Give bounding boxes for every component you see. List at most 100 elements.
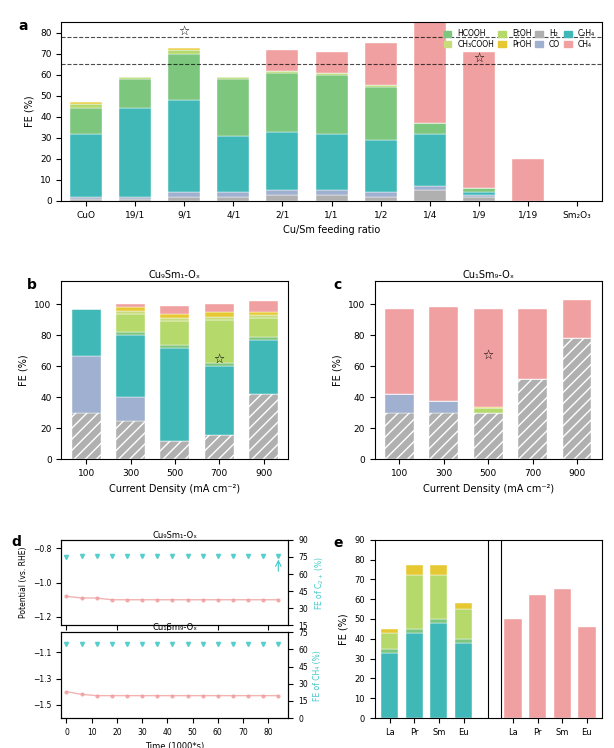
Bar <box>168 48 200 49</box>
Bar <box>365 85 397 88</box>
Bar <box>518 309 547 378</box>
Bar <box>249 340 278 394</box>
Bar <box>266 49 298 71</box>
Bar <box>474 413 503 459</box>
Bar <box>160 306 189 313</box>
Y-axis label: FE (%): FE (%) <box>25 96 34 127</box>
Bar <box>405 575 423 629</box>
Bar <box>217 135 249 192</box>
Bar <box>160 313 189 319</box>
Bar <box>414 186 446 190</box>
Bar <box>168 100 200 192</box>
Bar <box>217 192 249 197</box>
Bar <box>405 565 423 575</box>
Bar <box>249 337 278 340</box>
Title: Cu₁Sm₉-Oₓ: Cu₁Sm₉-Oₓ <box>462 270 515 280</box>
Bar <box>249 394 278 459</box>
Bar <box>463 192 495 194</box>
Bar <box>474 408 503 413</box>
Bar <box>72 355 101 413</box>
Bar <box>168 192 200 197</box>
Bar <box>429 400 458 413</box>
Bar <box>414 190 446 200</box>
Y-axis label: FE (%): FE (%) <box>19 355 29 386</box>
Bar <box>578 627 596 718</box>
Title: Cu₉Sm₁-Oₓ: Cu₉Sm₁-Oₓ <box>149 270 201 280</box>
Text: ☆: ☆ <box>179 25 190 38</box>
Bar <box>205 320 234 364</box>
Bar <box>381 653 398 718</box>
Bar <box>119 199 151 200</box>
Bar <box>455 639 472 643</box>
Bar <box>119 197 151 199</box>
Bar <box>168 49 200 54</box>
Bar <box>160 322 189 345</box>
Bar <box>463 197 495 200</box>
Text: b: b <box>28 278 37 292</box>
Y-axis label: FE (%): FE (%) <box>332 355 342 386</box>
Bar <box>72 309 101 355</box>
Text: ☆: ☆ <box>214 353 225 367</box>
Bar <box>474 407 503 408</box>
Bar <box>562 338 591 459</box>
Bar <box>385 413 414 459</box>
Bar <box>119 79 151 108</box>
Bar <box>405 633 423 718</box>
Bar <box>168 54 200 100</box>
Bar <box>414 22 446 123</box>
Bar <box>116 310 145 313</box>
Text: c: c <box>334 278 342 292</box>
Y-axis label: FE of C$_{2+}$ (%): FE of C$_{2+}$ (%) <box>314 556 326 610</box>
Bar <box>217 79 249 135</box>
Bar <box>455 643 472 718</box>
Bar <box>365 197 397 200</box>
Bar <box>430 565 448 575</box>
Bar <box>116 313 145 332</box>
Bar <box>385 394 414 413</box>
Bar <box>116 397 145 420</box>
X-axis label: Cu/Sm feeding ratio: Cu/Sm feeding ratio <box>283 225 380 235</box>
Bar <box>168 197 200 200</box>
Bar <box>119 77 151 79</box>
Legend: HCOOH, CH₃COOH, EtOH, PrOH, H₂, CO, C₂H₄, CH₄: HCOOH, CH₃COOH, EtOH, PrOH, H₂, CO, C₂H₄… <box>441 26 598 52</box>
Bar <box>205 312 234 316</box>
Bar <box>116 332 145 335</box>
Y-axis label: FE of CH₄ (%): FE of CH₄ (%) <box>314 650 322 701</box>
Bar <box>316 194 348 200</box>
Bar <box>266 71 298 73</box>
Bar <box>455 609 472 639</box>
Text: ☆: ☆ <box>473 52 484 65</box>
Bar <box>116 307 145 310</box>
Bar <box>72 413 101 459</box>
X-axis label: Current Density (mA cm⁻²): Current Density (mA cm⁻²) <box>109 484 241 494</box>
Bar <box>316 190 348 194</box>
Bar <box>381 633 398 649</box>
Bar <box>70 102 102 104</box>
Bar <box>430 575 448 619</box>
Y-axis label: FE (%): FE (%) <box>339 613 349 645</box>
Bar <box>429 307 458 400</box>
Bar <box>381 629 398 633</box>
Y-axis label: Potential (vs. RHE): Potential (vs. RHE) <box>19 547 28 619</box>
Bar <box>160 348 189 441</box>
Bar <box>529 595 546 718</box>
Bar <box>512 159 544 200</box>
Bar <box>205 304 234 312</box>
Bar <box>266 73 298 132</box>
Bar <box>365 43 397 85</box>
Bar <box>205 435 234 459</box>
Bar <box>365 192 397 197</box>
Bar <box>414 134 446 186</box>
Bar <box>119 108 151 197</box>
Bar <box>249 301 278 312</box>
Bar <box>430 623 448 718</box>
Bar <box>316 73 348 75</box>
Bar <box>116 304 145 307</box>
Bar <box>554 589 571 718</box>
Bar <box>463 194 495 197</box>
Bar <box>249 319 278 337</box>
Bar <box>70 104 102 108</box>
Bar <box>249 312 278 315</box>
Bar <box>316 75 348 134</box>
Text: d: d <box>12 536 21 550</box>
